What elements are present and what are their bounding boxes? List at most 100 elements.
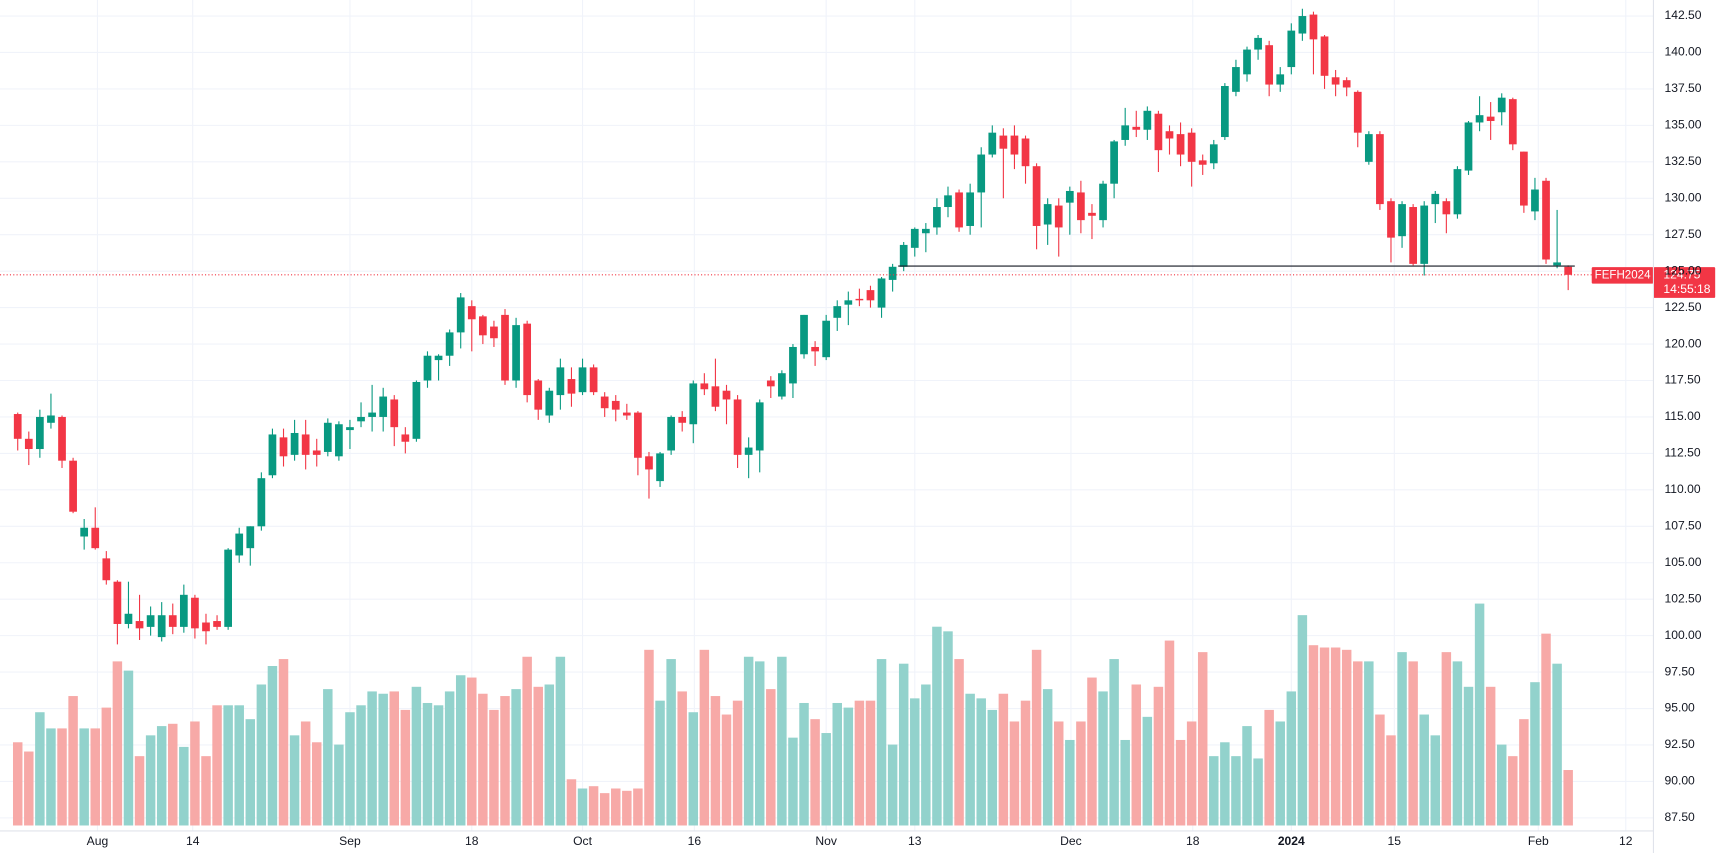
y-tick-label: 140.00 (1664, 45, 1701, 59)
volume-bar (577, 788, 588, 826)
volume-bar (1076, 721, 1086, 826)
candle-body (999, 135, 1008, 149)
candle-body (257, 478, 266, 527)
volume-bar (1120, 739, 1130, 826)
volume-bar (1242, 726, 1252, 826)
volume-bar (932, 626, 942, 826)
volume-bar (644, 649, 654, 826)
candle-body (733, 399, 742, 455)
volume-bar (1496, 744, 1507, 826)
y-tick-label: 97.50 (1664, 664, 1695, 678)
candle-body (47, 415, 55, 423)
candle-body (467, 306, 476, 320)
candle-body (1542, 180, 1550, 260)
candle-body (1475, 115, 1484, 123)
candle-body (1187, 132, 1196, 162)
volume-bar (1209, 756, 1219, 826)
volume-bar (1552, 663, 1562, 826)
y-tick-label: 132.50 (1664, 154, 1701, 168)
volume-bar (544, 684, 555, 826)
candle-body (323, 422, 332, 452)
volume-bar (24, 751, 34, 826)
candle-body (1276, 74, 1285, 85)
volume-bar (810, 719, 820, 826)
candle-body (744, 447, 753, 455)
candle-body (80, 527, 89, 537)
last-price-label: 124.75 (1663, 268, 1700, 282)
candle-body (789, 346, 797, 384)
candle-body (1431, 193, 1440, 205)
candle-body (556, 367, 565, 396)
volume-bar (400, 709, 411, 826)
candle-body (966, 192, 975, 226)
volume-bar (1319, 647, 1330, 826)
candle-body (921, 228, 930, 234)
volume-bar (721, 714, 732, 826)
x-tick-label: 15 (1388, 834, 1402, 848)
candle-body (379, 396, 388, 417)
candle-body (711, 386, 720, 407)
volume-bar (1109, 659, 1119, 826)
candle-body (1110, 141, 1118, 184)
candle-body (1564, 266, 1573, 275)
volume-bar (865, 700, 876, 826)
volume-bar (367, 691, 377, 826)
candle-body (168, 615, 177, 627)
volume-bar (245, 719, 256, 826)
volume-bar (965, 693, 975, 826)
volume-bar (156, 726, 167, 826)
volume-bar (1175, 739, 1186, 826)
volume-bar (1452, 661, 1463, 826)
candle-body (113, 581, 122, 624)
y-tick-label: 137.50 (1664, 81, 1701, 95)
candle-body (689, 383, 698, 425)
volume-bar (766, 689, 776, 826)
y-tick-label: 100.00 (1664, 628, 1701, 642)
x-tick-label: Dec (1060, 834, 1082, 848)
candle-body (1497, 97, 1506, 113)
candle-body (1077, 192, 1085, 221)
candle-body (1132, 126, 1141, 130)
volume-bar (278, 659, 289, 826)
y-tick-label: 107.50 (1664, 519, 1701, 533)
volume-bar (356, 705, 366, 826)
candle-body (888, 266, 897, 280)
candle-body (401, 434, 410, 442)
candle-body (235, 533, 244, 556)
volume-bar (622, 790, 632, 826)
volume-bar (223, 705, 233, 826)
candle-body (335, 424, 343, 457)
volume-bar (267, 666, 278, 826)
x-tick-label: 2024 (1278, 834, 1305, 848)
volume-bar (300, 721, 311, 826)
volume-bar (533, 686, 543, 826)
candle-body (1320, 36, 1329, 76)
candle-body (368, 412, 376, 417)
candle-body (1121, 125, 1130, 140)
x-tick-label: 18 (465, 834, 479, 848)
candle-body (1198, 160, 1207, 165)
volume-bar (35, 712, 45, 826)
volume-bar (411, 686, 422, 826)
volume-bar (433, 705, 444, 826)
x-tick-label: Feb (1528, 834, 1549, 848)
candle-body (1553, 262, 1561, 266)
volume-bar (1253, 758, 1263, 826)
volume-bar (1485, 686, 1496, 826)
volume-bar (588, 786, 599, 826)
candle-body (268, 434, 277, 476)
volume-bar (46, 728, 56, 826)
volume-bar (1275, 721, 1285, 826)
candle-body (678, 416, 687, 423)
y-tick-label: 122.50 (1664, 300, 1701, 314)
candle-body (191, 597, 199, 629)
volume-bar (422, 702, 433, 826)
volume-bar (943, 631, 953, 826)
volume-bar (190, 721, 200, 826)
candle-body (1520, 151, 1528, 206)
candle-body (1464, 122, 1473, 171)
candle-body (833, 306, 842, 318)
volume-bar (998, 693, 1009, 826)
